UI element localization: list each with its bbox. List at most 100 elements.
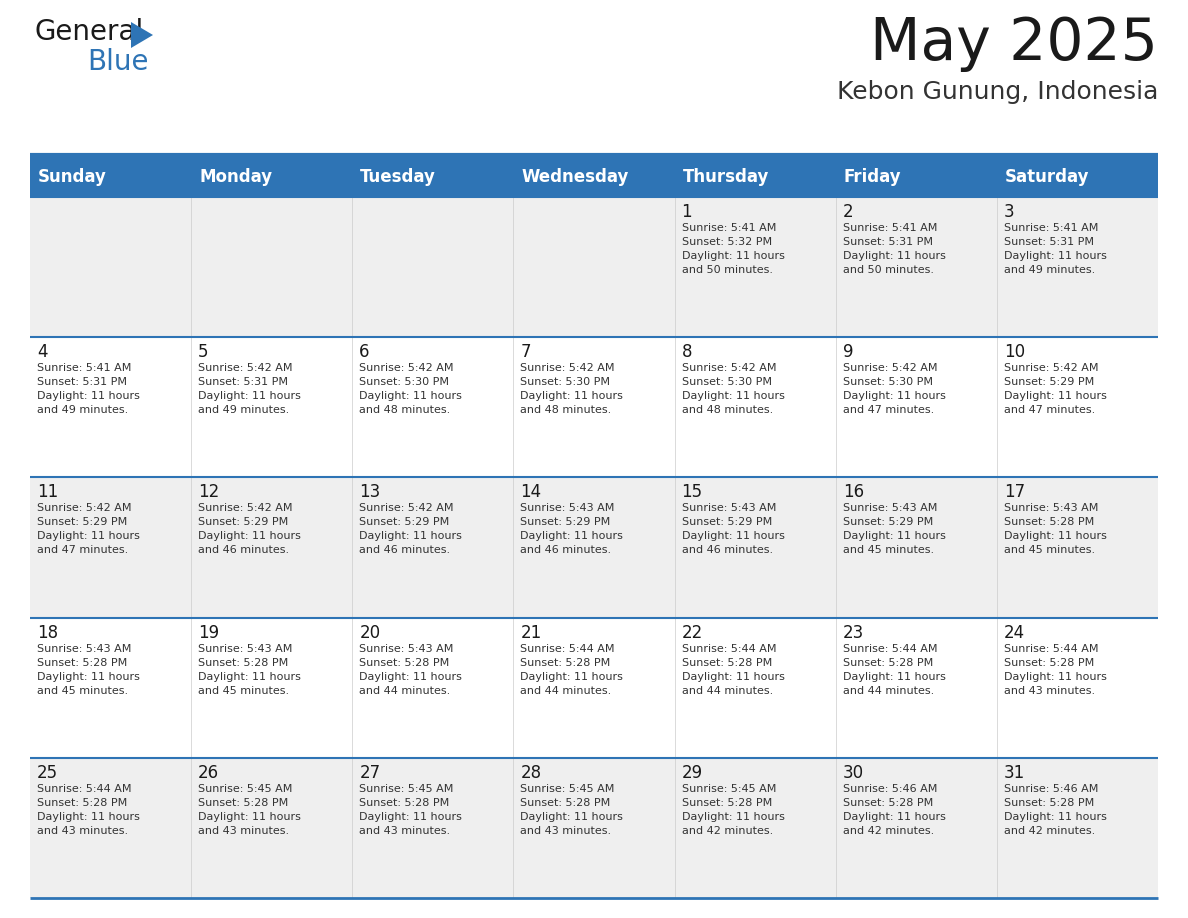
Text: Daylight: 11 hours: Daylight: 11 hours — [682, 672, 784, 681]
Bar — [30, 477, 1158, 618]
Text: 21: 21 — [520, 623, 542, 642]
Text: Sunrise: 5:43 AM: Sunrise: 5:43 AM — [37, 644, 132, 654]
Text: Sunset: 5:28 PM: Sunset: 5:28 PM — [520, 657, 611, 667]
Text: Sunset: 5:30 PM: Sunset: 5:30 PM — [682, 377, 771, 387]
Text: Sunrise: 5:41 AM: Sunrise: 5:41 AM — [682, 223, 776, 233]
Text: Daylight: 11 hours: Daylight: 11 hours — [842, 812, 946, 822]
Text: 8: 8 — [682, 343, 693, 361]
Text: 17: 17 — [1004, 484, 1025, 501]
Text: Daylight: 11 hours: Daylight: 11 hours — [1004, 532, 1107, 542]
Text: Sunrise: 5:42 AM: Sunrise: 5:42 AM — [37, 503, 132, 513]
Text: Sunday: Sunday — [38, 168, 107, 186]
Text: Sunset: 5:28 PM: Sunset: 5:28 PM — [359, 798, 449, 808]
Text: Sunrise: 5:44 AM: Sunrise: 5:44 AM — [1004, 644, 1099, 654]
Text: and 45 minutes.: and 45 minutes. — [198, 686, 289, 696]
Text: and 46 minutes.: and 46 minutes. — [682, 545, 772, 555]
Bar — [30, 197, 1158, 337]
Text: Sunset: 5:29 PM: Sunset: 5:29 PM — [520, 518, 611, 528]
Text: 13: 13 — [359, 484, 380, 501]
Text: Sunrise: 5:44 AM: Sunrise: 5:44 AM — [520, 644, 615, 654]
Bar — [30, 337, 1158, 477]
Text: Sunset: 5:31 PM: Sunset: 5:31 PM — [37, 377, 127, 387]
Text: Sunrise: 5:42 AM: Sunrise: 5:42 AM — [198, 503, 292, 513]
Text: 23: 23 — [842, 623, 864, 642]
Text: and 47 minutes.: and 47 minutes. — [37, 545, 128, 555]
Text: Daylight: 11 hours: Daylight: 11 hours — [1004, 672, 1107, 681]
Text: 11: 11 — [37, 484, 58, 501]
Text: Sunset: 5:30 PM: Sunset: 5:30 PM — [359, 377, 449, 387]
Text: Sunrise: 5:44 AM: Sunrise: 5:44 AM — [842, 644, 937, 654]
Text: Sunset: 5:28 PM: Sunset: 5:28 PM — [359, 657, 449, 667]
Text: Daylight: 11 hours: Daylight: 11 hours — [37, 391, 140, 401]
Text: Sunrise: 5:46 AM: Sunrise: 5:46 AM — [842, 784, 937, 794]
Text: Daylight: 11 hours: Daylight: 11 hours — [198, 391, 301, 401]
Text: Sunset: 5:28 PM: Sunset: 5:28 PM — [842, 657, 933, 667]
Text: Sunrise: 5:42 AM: Sunrise: 5:42 AM — [359, 503, 454, 513]
Text: 9: 9 — [842, 343, 853, 361]
Text: and 44 minutes.: and 44 minutes. — [359, 686, 450, 696]
Text: 24: 24 — [1004, 623, 1025, 642]
Text: Daylight: 11 hours: Daylight: 11 hours — [520, 391, 624, 401]
Text: Sunrise: 5:45 AM: Sunrise: 5:45 AM — [359, 784, 454, 794]
Text: 31: 31 — [1004, 764, 1025, 782]
Text: Daylight: 11 hours: Daylight: 11 hours — [1004, 812, 1107, 822]
Text: Daylight: 11 hours: Daylight: 11 hours — [1004, 391, 1107, 401]
Text: Sunrise: 5:41 AM: Sunrise: 5:41 AM — [1004, 223, 1098, 233]
Text: and 44 minutes.: and 44 minutes. — [520, 686, 612, 696]
Text: Daylight: 11 hours: Daylight: 11 hours — [520, 812, 624, 822]
Text: 15: 15 — [682, 484, 702, 501]
Text: 19: 19 — [198, 623, 220, 642]
Text: Daylight: 11 hours: Daylight: 11 hours — [359, 391, 462, 401]
Text: Sunset: 5:28 PM: Sunset: 5:28 PM — [1004, 798, 1094, 808]
Text: and 46 minutes.: and 46 minutes. — [359, 545, 450, 555]
Text: Sunrise: 5:41 AM: Sunrise: 5:41 AM — [37, 364, 132, 374]
Text: Daylight: 11 hours: Daylight: 11 hours — [842, 391, 946, 401]
Text: Daylight: 11 hours: Daylight: 11 hours — [37, 672, 140, 681]
Text: Monday: Monday — [200, 168, 272, 186]
Text: 27: 27 — [359, 764, 380, 782]
Text: Daylight: 11 hours: Daylight: 11 hours — [1004, 251, 1107, 261]
Text: 20: 20 — [359, 623, 380, 642]
Text: Sunrise: 5:43 AM: Sunrise: 5:43 AM — [520, 503, 615, 513]
Text: Daylight: 11 hours: Daylight: 11 hours — [37, 812, 140, 822]
Text: Sunrise: 5:42 AM: Sunrise: 5:42 AM — [842, 364, 937, 374]
Text: Daylight: 11 hours: Daylight: 11 hours — [842, 672, 946, 681]
Text: Sunset: 5:31 PM: Sunset: 5:31 PM — [842, 237, 933, 247]
Text: and 44 minutes.: and 44 minutes. — [842, 686, 934, 696]
Text: Kebon Gunung, Indonesia: Kebon Gunung, Indonesia — [836, 80, 1158, 104]
Text: Sunset: 5:28 PM: Sunset: 5:28 PM — [37, 657, 127, 667]
Text: 28: 28 — [520, 764, 542, 782]
Text: 29: 29 — [682, 764, 702, 782]
Text: and 48 minutes.: and 48 minutes. — [359, 405, 450, 415]
Text: and 43 minutes.: and 43 minutes. — [359, 826, 450, 835]
Text: Sunrise: 5:42 AM: Sunrise: 5:42 AM — [198, 364, 292, 374]
Bar — [30, 155, 1158, 197]
Text: Daylight: 11 hours: Daylight: 11 hours — [842, 251, 946, 261]
Text: and 44 minutes.: and 44 minutes. — [682, 686, 773, 696]
Text: Daylight: 11 hours: Daylight: 11 hours — [198, 812, 301, 822]
Text: Daylight: 11 hours: Daylight: 11 hours — [359, 672, 462, 681]
Text: 12: 12 — [198, 484, 220, 501]
Text: 16: 16 — [842, 484, 864, 501]
Text: Sunrise: 5:42 AM: Sunrise: 5:42 AM — [1004, 364, 1099, 374]
Bar — [30, 618, 1158, 757]
Text: Sunrise: 5:44 AM: Sunrise: 5:44 AM — [682, 644, 776, 654]
Text: Sunrise: 5:43 AM: Sunrise: 5:43 AM — [198, 644, 292, 654]
Text: Daylight: 11 hours: Daylight: 11 hours — [198, 672, 301, 681]
Text: Sunset: 5:29 PM: Sunset: 5:29 PM — [198, 518, 289, 528]
Text: and 49 minutes.: and 49 minutes. — [37, 405, 128, 415]
Text: Sunset: 5:28 PM: Sunset: 5:28 PM — [1004, 518, 1094, 528]
Text: Sunset: 5:29 PM: Sunset: 5:29 PM — [1004, 377, 1094, 387]
Text: Sunset: 5:28 PM: Sunset: 5:28 PM — [198, 798, 289, 808]
Polygon shape — [131, 22, 153, 48]
Text: 6: 6 — [359, 343, 369, 361]
Text: Sunrise: 5:43 AM: Sunrise: 5:43 AM — [682, 503, 776, 513]
Text: and 49 minutes.: and 49 minutes. — [1004, 265, 1095, 275]
Text: Sunset: 5:28 PM: Sunset: 5:28 PM — [37, 798, 127, 808]
Text: and 45 minutes.: and 45 minutes. — [37, 686, 128, 696]
Text: and 50 minutes.: and 50 minutes. — [842, 265, 934, 275]
Text: and 46 minutes.: and 46 minutes. — [520, 545, 612, 555]
Text: Daylight: 11 hours: Daylight: 11 hours — [37, 532, 140, 542]
Text: Daylight: 11 hours: Daylight: 11 hours — [520, 532, 624, 542]
Text: Sunset: 5:31 PM: Sunset: 5:31 PM — [198, 377, 289, 387]
